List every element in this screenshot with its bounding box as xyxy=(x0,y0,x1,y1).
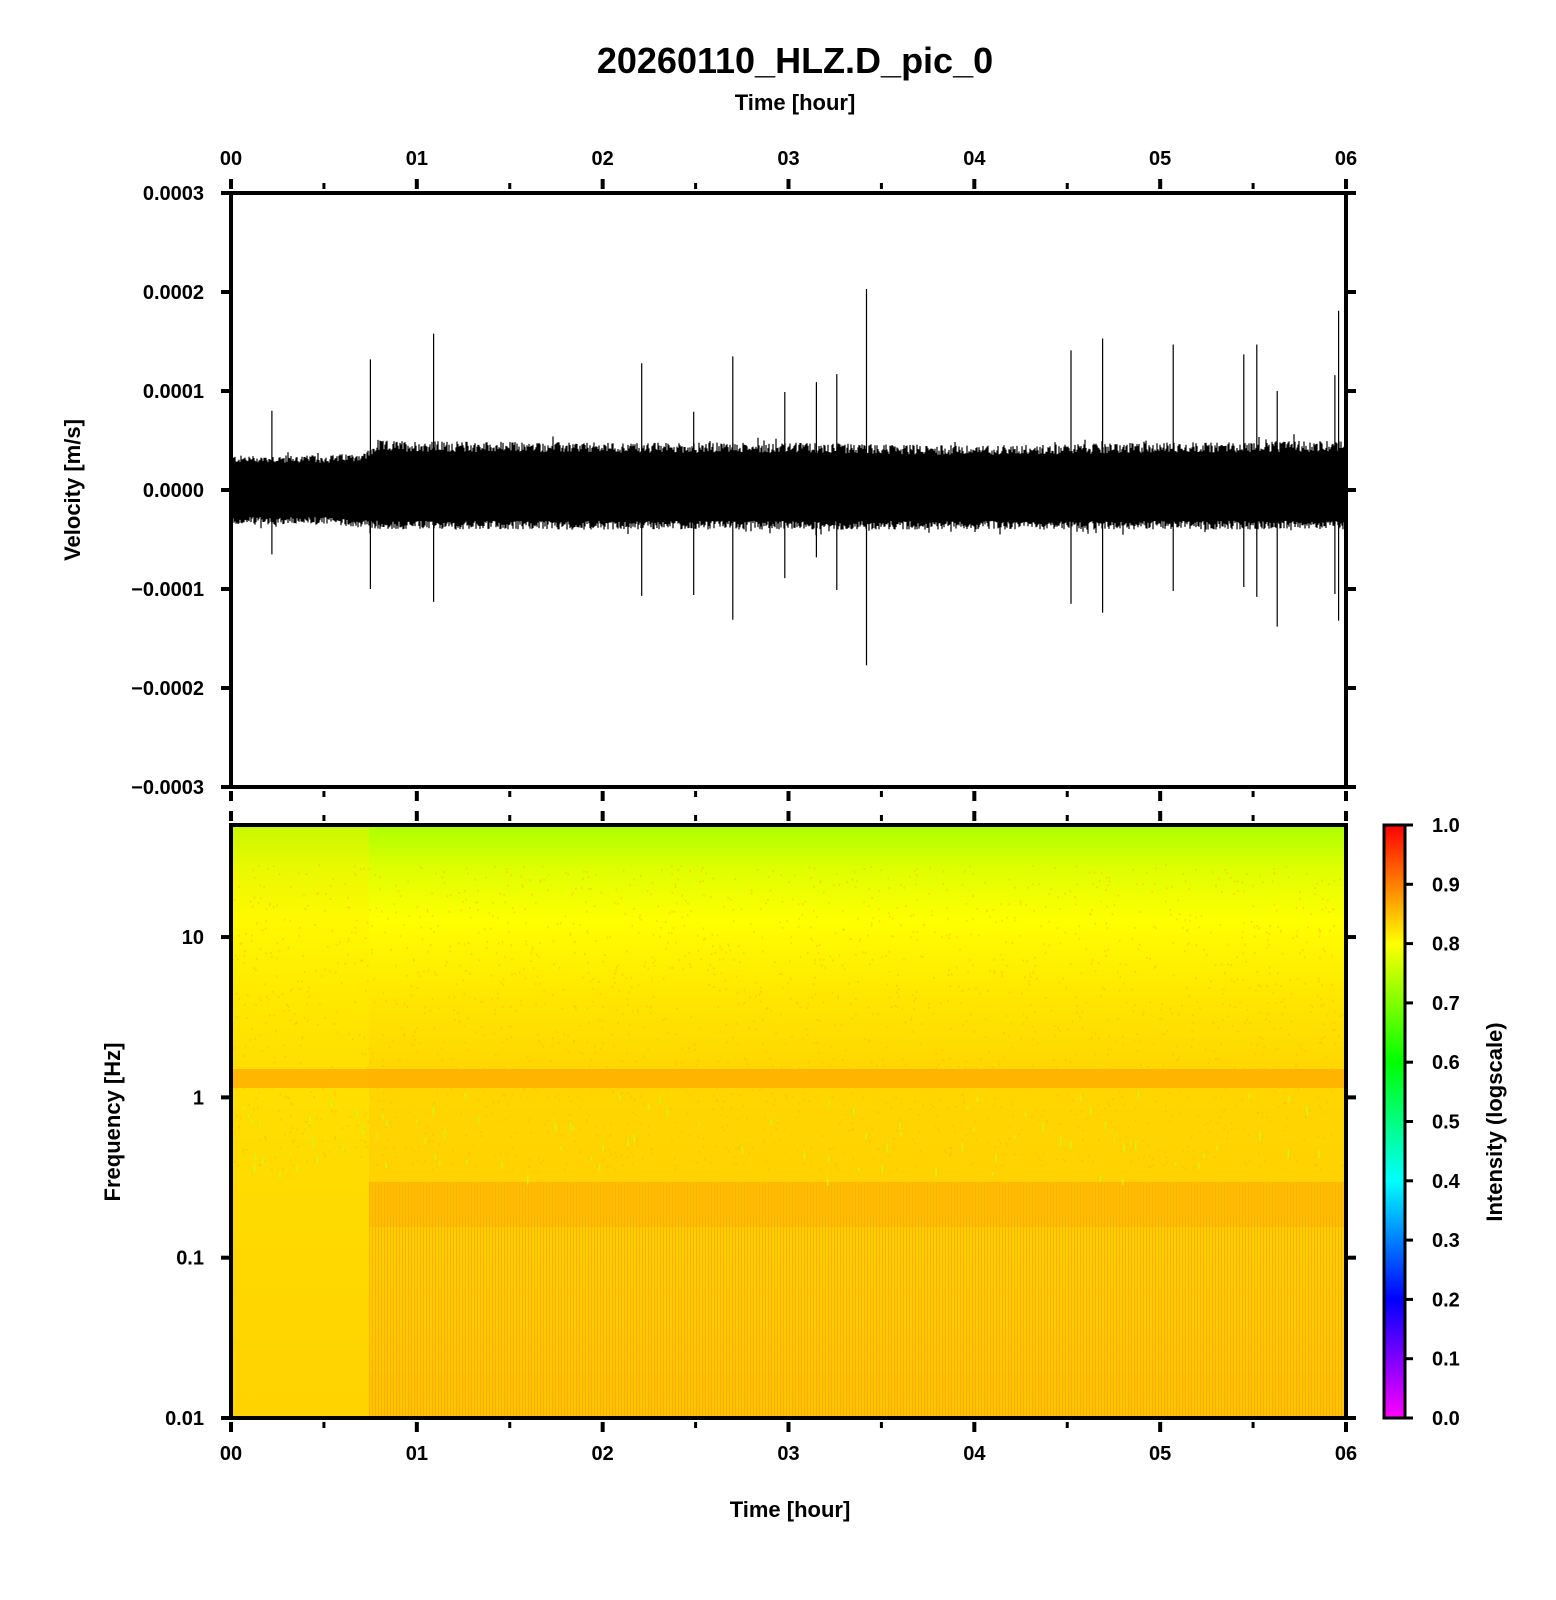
spectrogram-green-flecks xyxy=(242,1091,1320,1186)
waveform-frame xyxy=(229,191,1348,789)
spectrogram-x-tick-label: 01 xyxy=(406,1443,428,1465)
waveform-y-tick-label: −0.0002 xyxy=(131,678,204,700)
chart-title: 20260110_HLZ.D_pic_0 xyxy=(597,40,993,81)
waveform-x-tick-label: 01 xyxy=(406,148,428,170)
colorbar-tick-label: 0.9 xyxy=(1432,874,1460,896)
spectrogram-x-tick-label: 00 xyxy=(220,1443,242,1465)
waveform-y-tick-label: 0.0002 xyxy=(143,282,204,304)
waveform-y-tick-label: −0.0001 xyxy=(131,579,204,601)
spectrogram-y-tick-label: 0.01 xyxy=(165,1408,204,1430)
spectrogram-texture xyxy=(233,864,1345,1171)
spectrogram-quiet-interval xyxy=(231,825,369,1418)
spectrogram-x-tick-label: 05 xyxy=(1149,1443,1171,1465)
spectrogram-band-0-2hz xyxy=(369,1182,1346,1227)
waveform-x-tick-label: 06 xyxy=(1335,148,1357,170)
waveform-x-tick-label: 00 xyxy=(220,148,242,170)
waveform-panel: 00 01 02 03 04 05 06 0.0003 0.0002 0.0001 0.0000 −0… xyxy=(60,148,1357,801)
spectrogram-band-1hz xyxy=(231,1069,1346,1088)
colorbar-tick-label: 0.5 xyxy=(1432,1112,1460,1134)
spectrogram-y-tick-label: 10 xyxy=(182,927,204,949)
colorbar-tick-label: 0.2 xyxy=(1432,1289,1460,1311)
colorbar-tick-label: 0.3 xyxy=(1432,1230,1460,1252)
waveform-y-tick-label: 0.0001 xyxy=(143,381,204,403)
colorbar-tick-label: 0.6 xyxy=(1432,1052,1460,1074)
colorbar-tick-label: 1.0 xyxy=(1432,815,1460,837)
colorbar-tick-label: 0.7 xyxy=(1432,993,1460,1015)
spectrogram-x-tick-label: 06 xyxy=(1335,1443,1357,1465)
spectrogram-speckle xyxy=(233,864,1345,1186)
waveform-y-tick-label: 0.0000 xyxy=(143,480,204,502)
waveform-y-axis-label: Velocity [m/s] xyxy=(60,419,85,561)
waveform-x-tick-label: 05 xyxy=(1149,148,1171,170)
spectrogram-x-tick-label: 03 xyxy=(777,1443,799,1465)
spectrogram-y-tick-label: 1 xyxy=(193,1087,204,1109)
colorbar-tick-label: 0.8 xyxy=(1432,934,1460,956)
top-x-axis-label: Time [hour] xyxy=(735,90,856,115)
waveform-y-tick-label: −0.0003 xyxy=(131,777,204,799)
colorbar-tick-label: 0.0 xyxy=(1432,1408,1460,1430)
waveform-trace xyxy=(231,434,1346,536)
spectrogram-ticks: 00 01 02 03 04 05 06 10 1 0.1 0.01 xyxy=(165,811,1357,1465)
colorbar-label: Intensity (logscale) xyxy=(1482,1022,1507,1221)
spectrogram-x-tick-label: 02 xyxy=(592,1443,614,1465)
waveform-ticks: 00 01 02 03 04 05 06 0.0003 0.0002 0.0001 0.0000 −0… xyxy=(131,148,1357,801)
colorbar-tick-label: 0.1 xyxy=(1432,1349,1460,1371)
spectrogram-y-axis-label: Frequency [Hz] xyxy=(100,1043,125,1202)
spectrogram-frame xyxy=(229,823,1348,1420)
waveform-plot-area xyxy=(231,289,1346,666)
spectrogram-y-tick-label: 0.1 xyxy=(176,1248,204,1270)
spectrogram-x-tick-label: 04 xyxy=(963,1443,986,1465)
colorbar: 1.0 0.9 0.8 0.7 0.6 0.5 0.4 0.3 0.2 0.1 0.0 Intens… xyxy=(1382,815,1507,1430)
waveform-y-tick-label: 0.0003 xyxy=(143,183,204,205)
colorbar-gradient xyxy=(1382,823,1407,1420)
colorbar-tick-label: 0.4 xyxy=(1432,1171,1461,1193)
waveform-x-tick-label: 04 xyxy=(963,148,986,170)
waveform-x-tick-label: 02 xyxy=(592,148,614,170)
bottom-x-axis-label: Time [hour] xyxy=(730,1497,851,1522)
colorbar-ticks: 1.0 0.9 0.8 0.7 0.6 0.5 0.4 0.3 0.2 0.1 0.0 xyxy=(1405,815,1461,1430)
waveform-x-tick-label: 03 xyxy=(777,148,799,170)
